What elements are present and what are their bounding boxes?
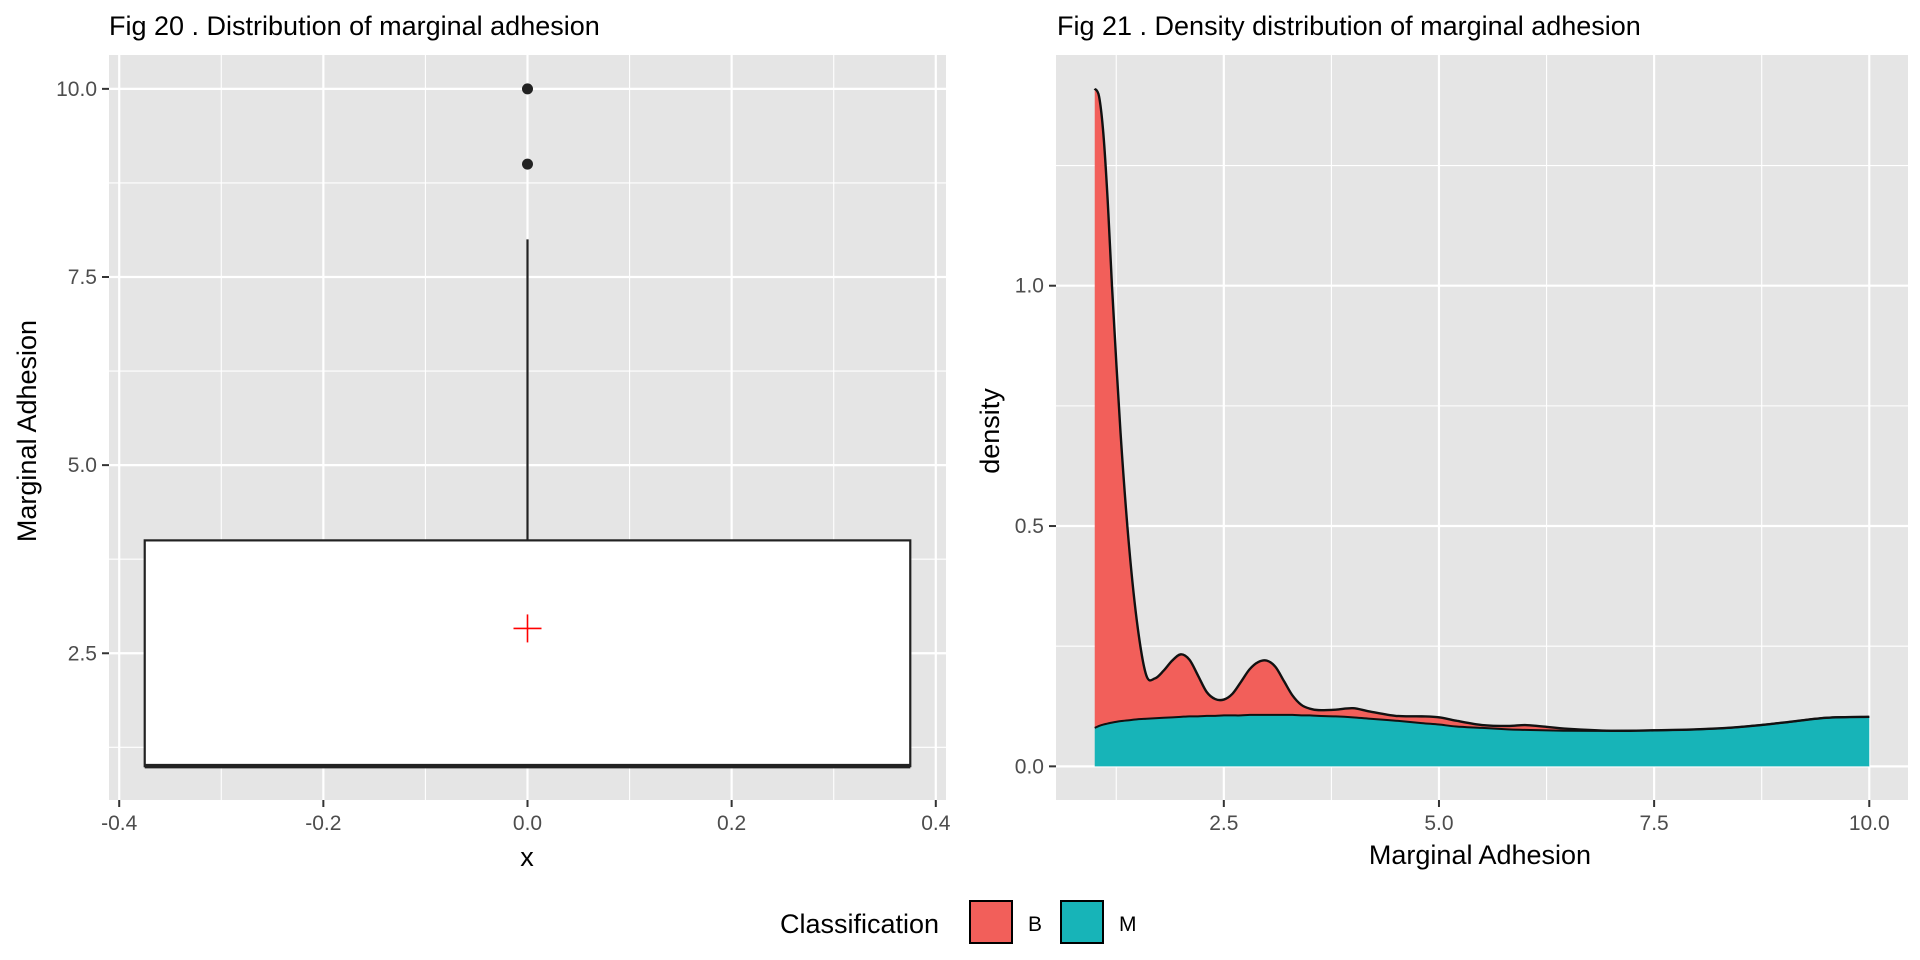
density-areas xyxy=(1093,87,1870,767)
density-area-b xyxy=(1094,88,1870,731)
y-tick-label: 1.0 xyxy=(1015,275,1044,298)
density-chart: Fig 21 . Density distribution of margina… xyxy=(975,11,1908,870)
x-axis-title: Marginal Adhesion xyxy=(1369,840,1591,870)
y-tick-label: 5.0 xyxy=(68,454,97,477)
x-tick-label: 10.0 xyxy=(1849,812,1890,835)
outlier-point xyxy=(522,158,533,170)
outlier-point xyxy=(522,83,533,95)
box-marks xyxy=(143,83,912,769)
y-tick-label: 0.0 xyxy=(1015,755,1044,778)
x-tick-label: -0.4 xyxy=(101,812,138,835)
axis-ticks: 2.5 5.0 7.5 10.0 0.0 0.5 1.0 xyxy=(1015,275,1890,835)
legend-label-m: M xyxy=(1119,913,1137,936)
y-tick-label: 0.5 xyxy=(1015,515,1044,538)
y-axis-title: density xyxy=(975,388,1005,474)
legend-swatch-m xyxy=(1060,900,1104,944)
legend-label-b: B xyxy=(1028,913,1042,936)
axis-ticks: -0.4 -0.2 0.0 0.2 0.4 2.5 5.0 7.5 10.0 xyxy=(56,78,951,835)
box-iqr xyxy=(143,539,912,768)
x-tick-label: 0.4 xyxy=(921,812,951,835)
y-tick-label: 10.0 xyxy=(56,78,97,101)
legend-swatch-b xyxy=(969,900,1013,944)
density-line-b xyxy=(1093,87,1870,733)
density-area-m xyxy=(1094,714,1870,767)
legend: Classification B M xyxy=(780,900,1137,944)
density-line-m xyxy=(1094,713,1870,732)
x-tick-label: 5.0 xyxy=(1424,812,1453,835)
boxplot-chart: Fig 20 . Distribution of marginal adhesi… xyxy=(12,11,951,872)
x-tick-label: 0.2 xyxy=(717,812,746,835)
x-tick-label: -0.2 xyxy=(305,812,341,835)
y-axis-title: Marginal Adhesion xyxy=(12,320,42,542)
y-tick-label: 2.5 xyxy=(68,642,97,665)
chart-title: Fig 20 . Distribution of marginal adhesi… xyxy=(109,11,600,41)
x-tick-label: 7.5 xyxy=(1640,812,1669,835)
chart-title: Fig 21 . Density distribution of margina… xyxy=(1057,11,1641,41)
x-axis-title: x xyxy=(520,842,534,872)
x-tick-label: 0.0 xyxy=(513,812,542,835)
y-tick-label: 7.5 xyxy=(68,266,97,289)
legend-title: Classification xyxy=(780,909,939,939)
x-tick-label: 2.5 xyxy=(1209,812,1238,835)
